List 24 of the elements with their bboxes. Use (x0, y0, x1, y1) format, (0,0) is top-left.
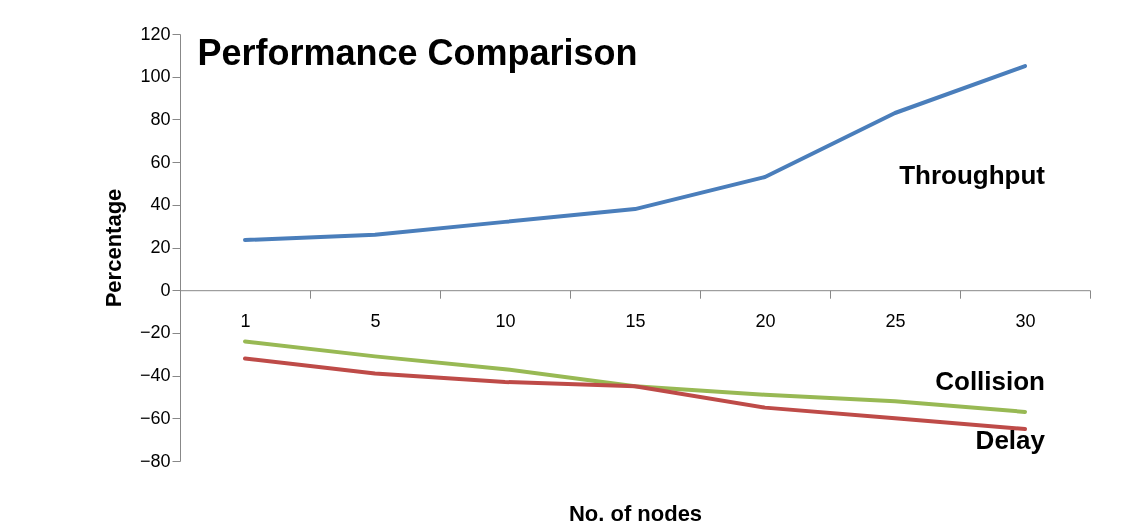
y-tick-label: −60 (139, 407, 171, 428)
x-axis-title: No. of nodes (568, 500, 703, 526)
y-tick-label: 0 (160, 279, 171, 300)
series-label: Collision (935, 365, 1045, 396)
y-tick-label: 20 (150, 237, 171, 257)
y-tick-label: 100 (140, 66, 171, 87)
x-tick-label: 20 (755, 310, 776, 331)
x-tick-label: 25 (885, 310, 906, 331)
y-tick-label: −80 (139, 450, 171, 471)
y-tick-label: −20 (139, 322, 171, 343)
y-tick-label: 60 (150, 151, 171, 172)
series-label: Delay (975, 424, 1046, 455)
x-tick-label: 15 (625, 310, 646, 331)
series-label: Throughput (899, 160, 1046, 191)
chart-title: Performance Comparison (197, 32, 638, 73)
x-tick-label: 30 (1015, 310, 1036, 331)
x-tick-label: 5 (370, 310, 381, 331)
y-tick-label: 120 (140, 23, 171, 44)
y-tick-label: 40 (150, 194, 171, 215)
y-tick-label: −40 (139, 365, 171, 386)
x-tick-label: 1 (240, 310, 251, 331)
y-axis-title: Percentage (100, 188, 126, 308)
x-tick-label: 10 (495, 310, 516, 331)
y-tick-label: 80 (150, 108, 171, 129)
